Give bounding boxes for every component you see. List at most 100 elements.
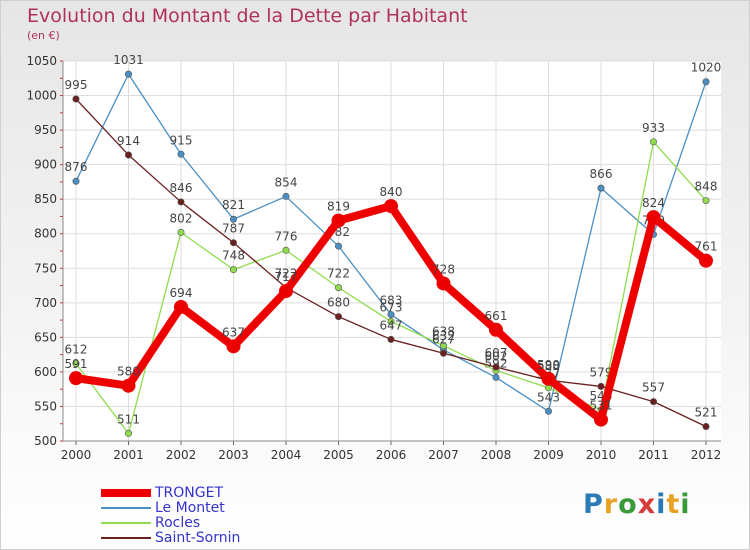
data-point-rocles [702,197,710,205]
data-point-tronget [541,371,556,386]
data-point-le-montet [230,215,238,223]
data-label-tronget: 661 [485,309,508,323]
legend: TRONGET Le Montet Rocles Saint-Sornin [101,485,241,546]
logo-letter: i [680,489,691,520]
legend-swatch [101,536,151,539]
x-tick-label: 2009 [533,448,564,462]
data-point-tronget [121,378,136,393]
x-tick-label: 2003 [218,448,249,462]
x-tick-label: 2002 [166,448,197,462]
data-label-le-montet: 876 [65,160,88,174]
data-label-le-montet: 866 [590,167,613,181]
data-label-rocles: 673 [380,300,403,314]
y-tick-label: 950 [34,123,57,137]
data-label-tronget: 840 [380,185,403,199]
y-tick-label: 600 [34,365,57,379]
data-label-saint-sornin: 680 [327,296,350,310]
data-label-tronget: 761 [695,240,718,254]
data-label-le-montet: 821 [222,198,245,212]
data-label-le-montet: 592 [485,356,508,370]
data-label-le-montet: 1020 [691,61,722,75]
x-tick-label: 2011 [638,448,669,462]
data-point-tronget [279,284,293,299]
data-point-saint-sornin [387,335,395,343]
data-label-saint-sornin: 627 [432,332,455,346]
data-point-saint-sornin [597,382,605,390]
x-tick-label: 2012 [691,448,722,462]
legend-item-le-montet: Le Montet [101,500,240,516]
data-label-tronget: 591 [65,357,88,371]
data-label-rocles: 776 [275,229,298,243]
data-point-saint-sornin [230,239,238,247]
logo-letter: t [666,489,681,520]
data-label-tronget: 824 [642,196,665,210]
data-label-tronget: 531 [590,399,613,413]
y-tick-label: 800 [34,227,57,241]
data-label-rocles: 933 [642,121,665,135]
x-tick-label: 2010 [586,448,617,462]
y-tick-label: 750 [34,261,57,275]
data-label-saint-sornin: 647 [380,318,403,332]
data-label-saint-sornin: 607 [485,346,508,360]
x-tick-label: 2000 [61,448,92,462]
data-label-le-montet: 1031 [113,53,144,67]
data-point-tronget [384,199,398,214]
data-label-saint-sornin: 787 [222,222,245,236]
data-point-le-montet [334,242,342,250]
data-label-tronget: 590 [537,358,560,372]
legend-swatch [101,506,151,509]
x-tick-label: 2004 [271,448,302,462]
data-point-saint-sornin [72,95,80,103]
data-point-rocles [439,342,447,350]
data-label-saint-sornin: 846 [170,181,193,195]
chart-title: Evolution du Montant de la Dette par Hab… [27,5,468,27]
data-label-rocles: 848 [695,180,718,194]
y-tick-label: 550 [34,399,57,413]
data-point-saint-sornin [334,313,342,321]
data-label-tronget: 728 [432,262,455,276]
data-label-le-montet: 632 [432,329,455,343]
data-point-rocles [125,429,133,437]
data-label-rocles: 511 [117,412,140,426]
data-label-tronget: 694 [170,286,193,300]
y-tick-label: 850 [34,192,57,206]
data-point-tronget [331,213,346,228]
data-point-tronget [489,322,503,337]
data-point-tronget [646,210,661,225]
data-label-le-montet: 915 [170,133,193,147]
data-label-rocles: 638 [432,325,455,339]
data-point-tronget [594,412,608,427]
legend-item-tronget: TRONGET [101,485,240,501]
data-point-tronget [174,299,188,314]
x-tick-label: 2007 [428,448,459,462]
x-tick-label: 2005 [323,448,354,462]
data-label-rocles: 748 [222,249,245,263]
y-tick-label: 650 [34,330,57,344]
data-point-rocles [230,266,238,274]
data-point-rocles [282,246,290,254]
data-point-saint-sornin [492,363,500,371]
data-point-saint-sornin [702,422,710,430]
legend-label: Saint-Sornin [155,529,241,546]
data-point-le-montet [387,311,395,319]
data-label-tronget: 819 [327,200,350,214]
data-label-tronget: 637 [222,325,245,339]
data-point-saint-sornin [125,151,133,159]
data-label-tronget: 580 [117,365,140,379]
data-point-rocles [649,138,657,146]
data-point-saint-sornin [177,198,185,206]
data-label-le-montet: 683 [380,294,403,308]
data-label-tronget: 717 [275,270,298,284]
data-point-saint-sornin [439,349,447,357]
data-point-tronget [69,371,83,386]
data-point-rocles [72,360,80,368]
y-tick-label: 900 [34,158,57,172]
plot-area [63,61,721,441]
legend-item-saint-sornin: Saint-Sornin [101,529,241,546]
data-point-le-montet [492,373,500,381]
legend-swatch [101,521,151,524]
x-tick-label: 2008 [481,448,512,462]
data-label-saint-sornin: 557 [642,381,665,395]
logo-letter: i [656,489,667,520]
